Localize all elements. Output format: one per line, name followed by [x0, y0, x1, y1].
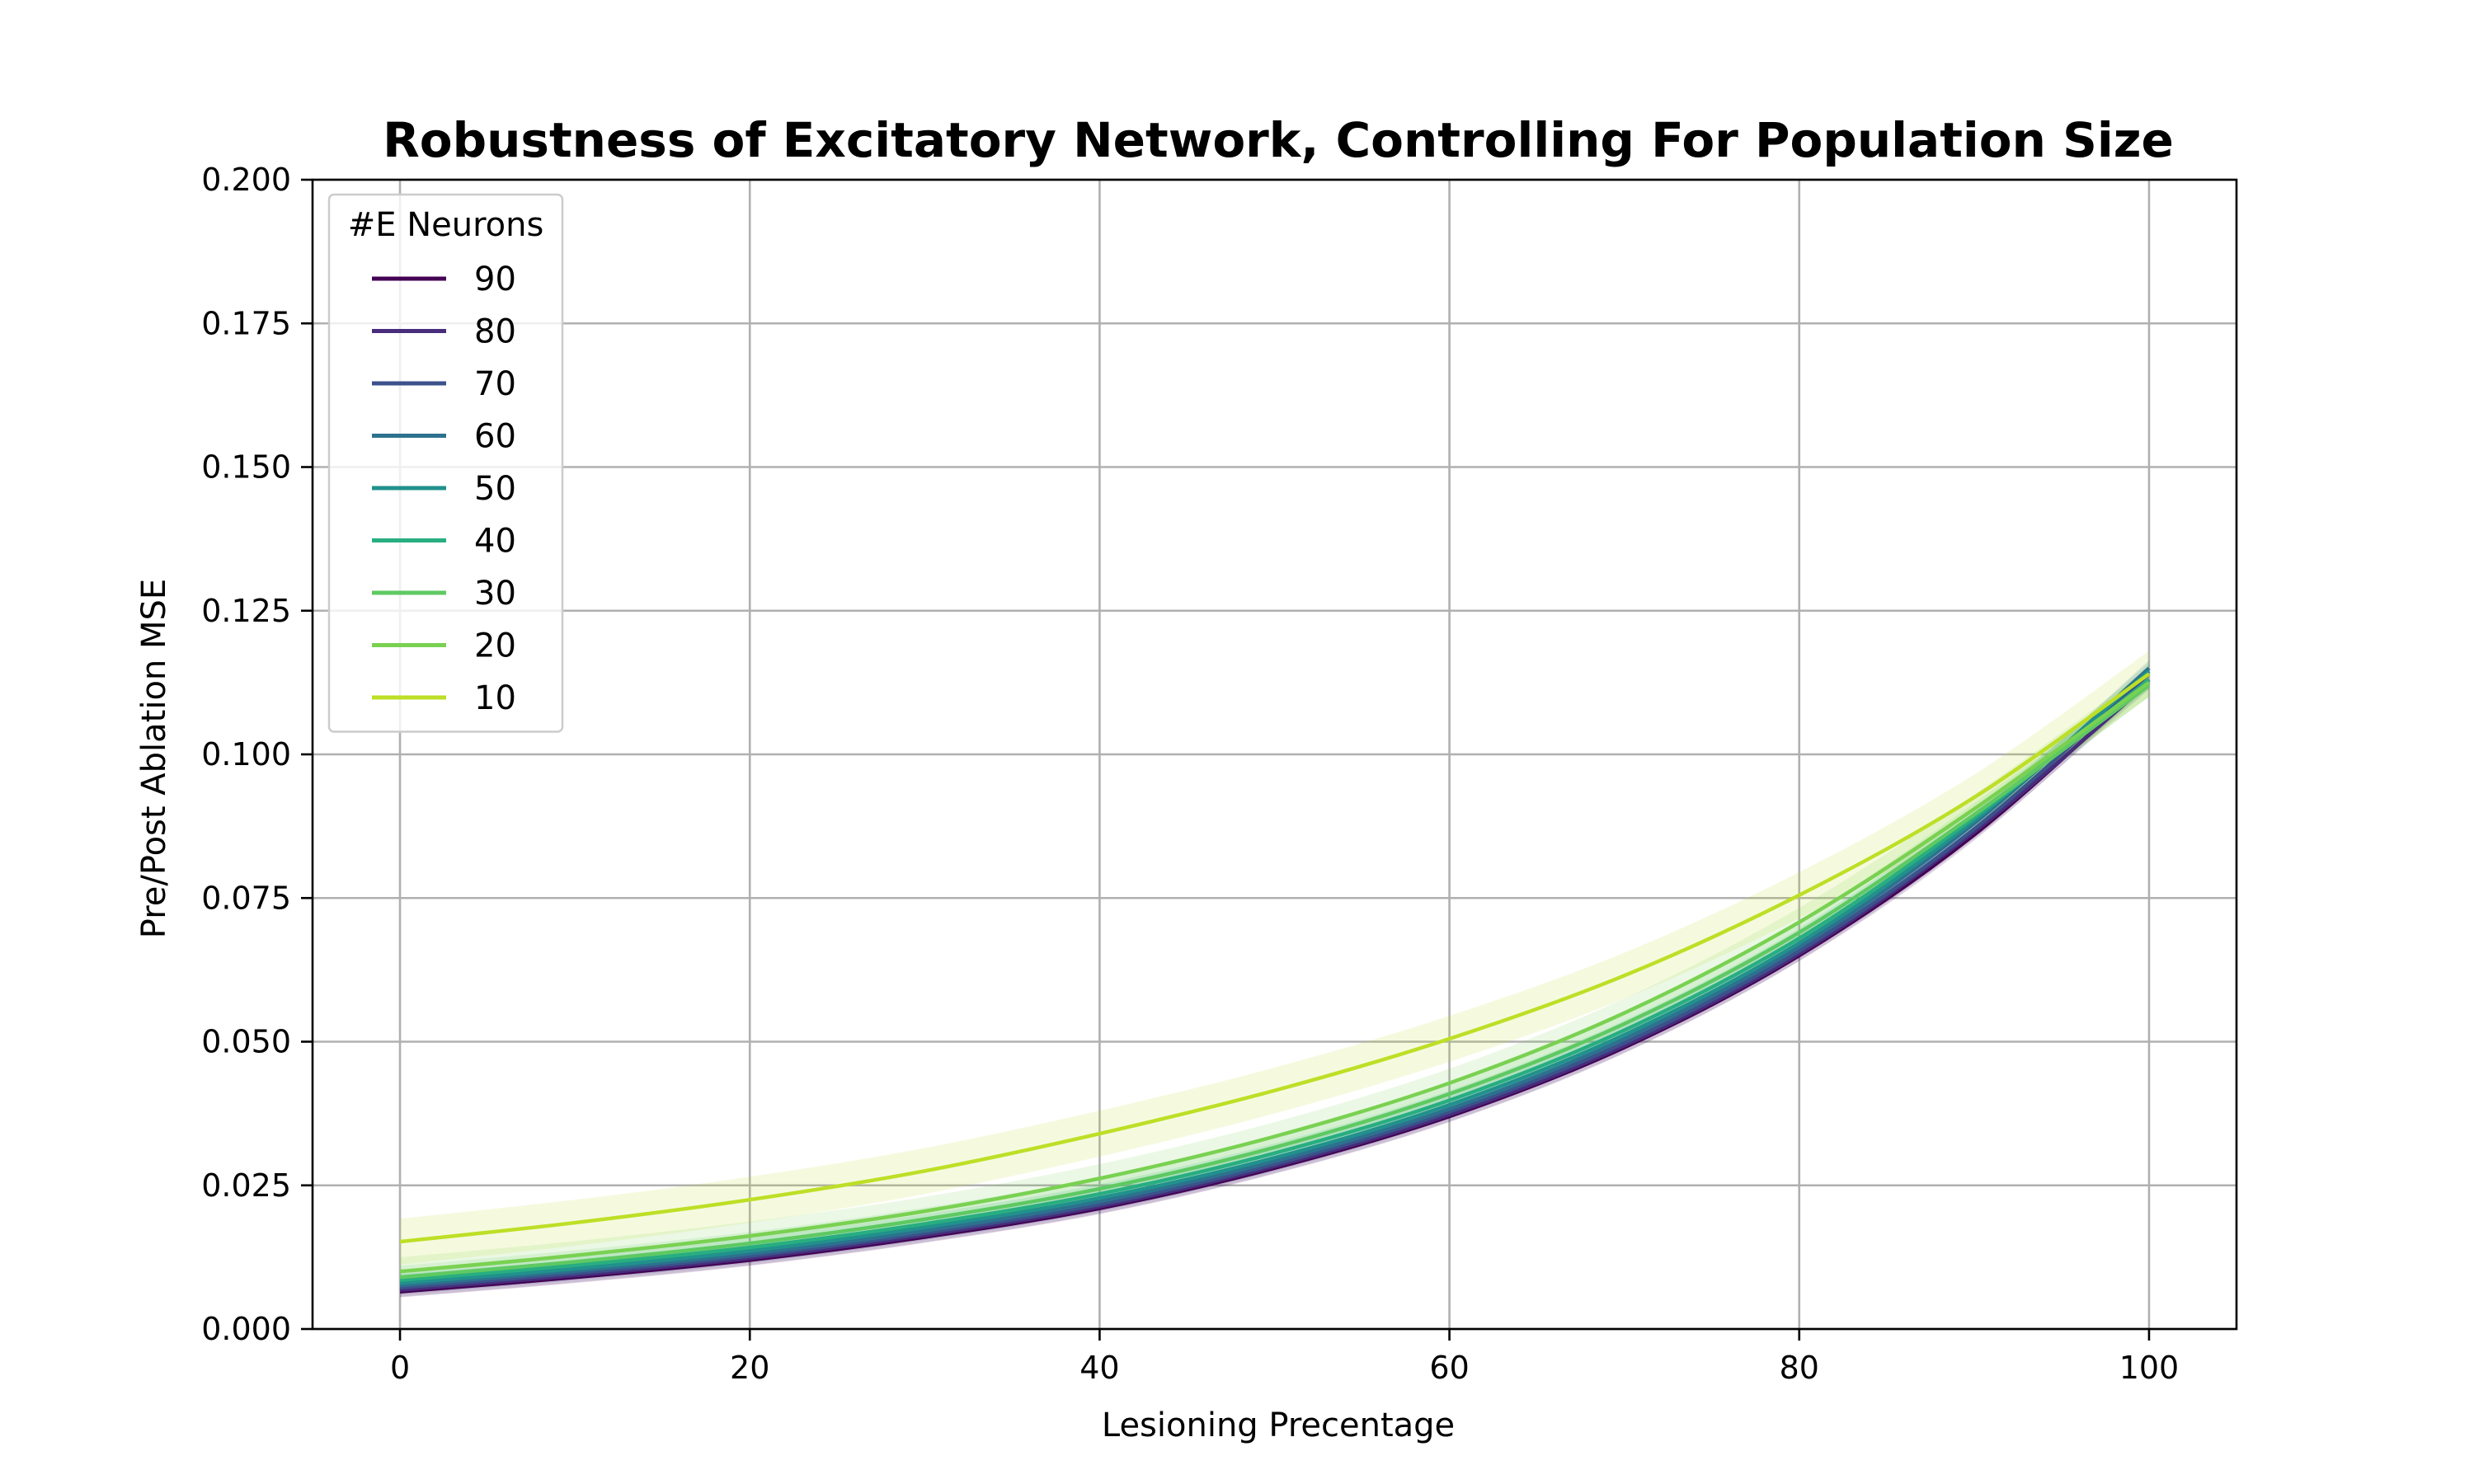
legend-label-10: 10 [474, 679, 516, 717]
series-line-40 [399, 678, 2151, 1283]
y-tick-label: 0.175 [201, 305, 291, 341]
legend-label-20: 20 [474, 627, 516, 665]
y-tick-label: 0.150 [201, 449, 291, 486]
series-line-20 [399, 681, 2151, 1274]
series-line-80 [399, 681, 2151, 1292]
y-tick-label: 0.050 [201, 1024, 291, 1060]
series-line-10 [399, 672, 2151, 1244]
legend-label-80: 80 [474, 313, 516, 351]
series-line-70 [399, 672, 2151, 1290]
y-tick-label: 0.000 [201, 1311, 291, 1347]
y-tick-label: 0.025 [201, 1167, 291, 1204]
x-tick-label: 60 [1429, 1350, 1469, 1386]
y-tick-label: 0.200 [201, 162, 291, 198]
x-tick-label: 0 [390, 1350, 410, 1386]
y-tick-label: 0.100 [201, 736, 291, 773]
legend-label-50: 50 [474, 470, 516, 508]
axis-ticks: 0 20 40 60 80 100 0.000 0.025 0.050 0.075 0.100 0.1… [201, 162, 2179, 1386]
legend-title: #E Neurons [348, 206, 544, 244]
x-tick-label: 100 [2119, 1350, 2180, 1386]
y-axis-label: Pre/Post Ablation MSE [135, 579, 173, 938]
y-tick-label: 0.075 [201, 880, 291, 916]
series-lines [399, 666, 2151, 1294]
x-axis-label: Lesioning Precentage [1102, 1407, 1455, 1444]
series-line-60 [399, 666, 2151, 1288]
legend-label-30: 30 [474, 575, 516, 613]
series-line-30 [399, 683, 2151, 1280]
band-10 [400, 650, 2149, 1265]
x-tick-label: 20 [730, 1350, 769, 1386]
confidence-bands [400, 650, 2149, 1298]
series-line-50 [399, 669, 2151, 1285]
legend-label-40: 40 [474, 523, 516, 561]
legend-label-60: 60 [474, 418, 516, 456]
y-tick-label: 0.125 [201, 593, 291, 629]
band-80 [400, 675, 2149, 1297]
grid-lines [313, 178, 2236, 1331]
x-tick-label: 80 [1780, 1350, 1819, 1386]
legend-label-70: 70 [474, 365, 516, 403]
x-tick-label: 40 [1079, 1350, 1119, 1386]
legend-label-90: 90 [474, 261, 516, 298]
legend: #E Neurons 90 80 70 60 50 40 30 20 10 [327, 193, 564, 733]
legend-box [327, 193, 564, 733]
band-90 [400, 674, 2149, 1298]
chart-title: Robustness of Excitatory Network, Contro… [383, 112, 2174, 168]
